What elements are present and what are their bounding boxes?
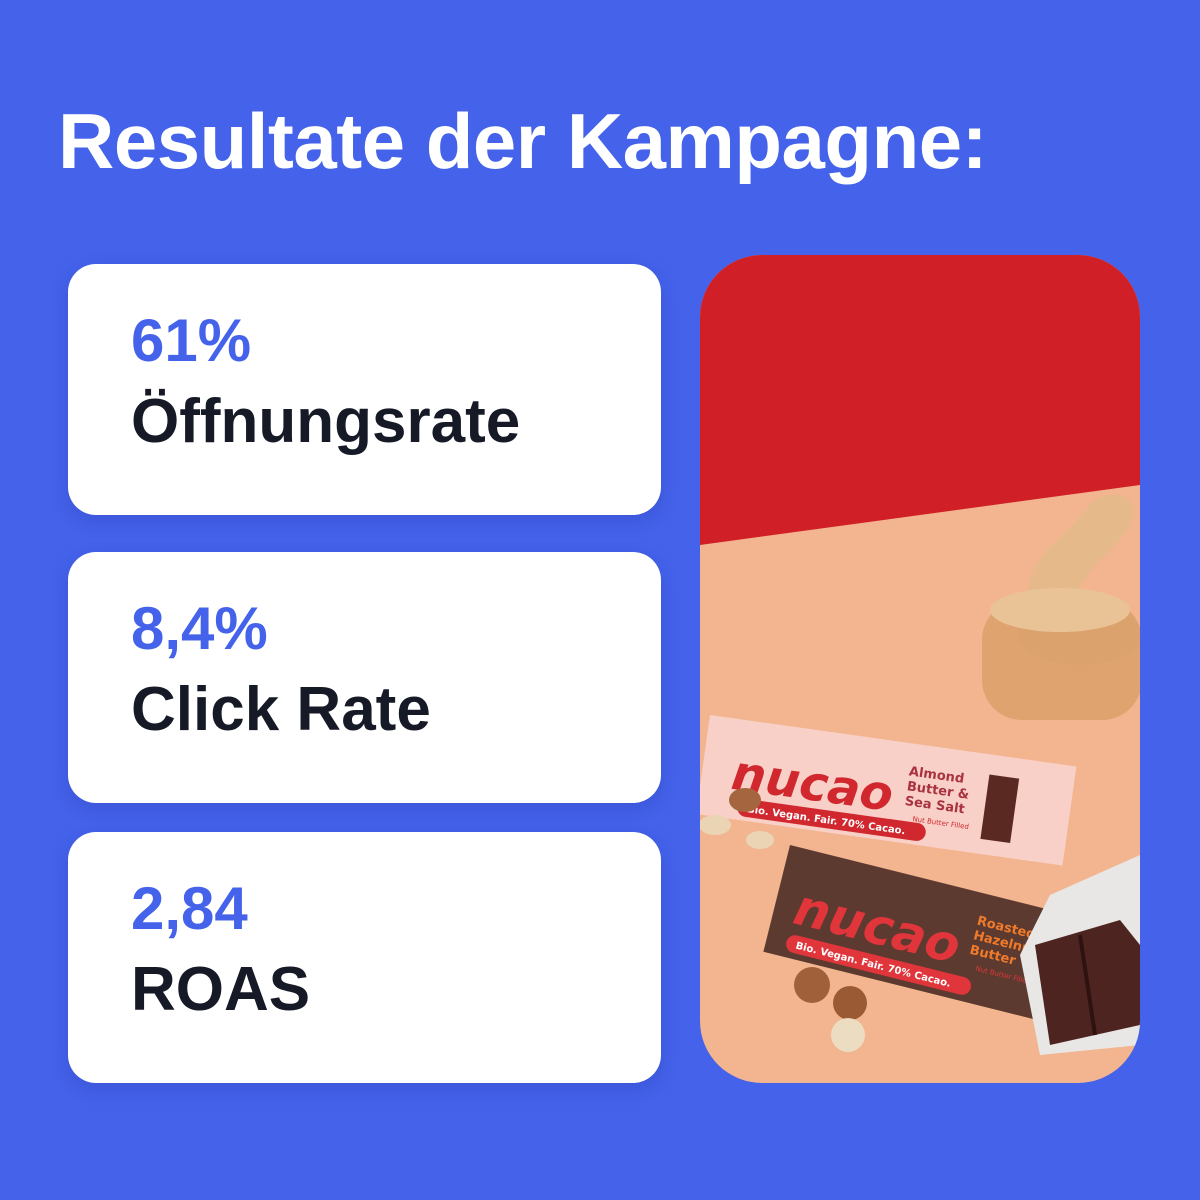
metric-card-roas: 2,84 ROAS <box>68 832 661 1083</box>
metric-label: Öffnungsrate <box>131 387 521 456</box>
metric-label: ROAS <box>131 955 311 1024</box>
metric-value: 2,84 <box>131 875 248 942</box>
metric-card-click-rate: 8,4% Click Rate <box>68 552 661 803</box>
metric-card-open-rate: 61% Öffnungsrate <box>68 264 661 515</box>
chocolate-piece-icon <box>1020 855 1140 1055</box>
hazelnut-bar-package: nucao Roasted Hazelnut Butter Nut Butter… <box>763 845 1111 1032</box>
metric-value: 61% <box>131 307 252 374</box>
product-photo: nucao Almond Butter & Sea Salt Nut Butte… <box>700 255 1140 1083</box>
metric-value: 8,4% <box>131 595 268 662</box>
almond-bar-package: nucao Almond Butter & Sea Salt Nut Butte… <box>700 715 1077 866</box>
page-title: Resultate der Kampagne: <box>58 97 988 185</box>
nut-butter-jar-icon <box>982 494 1140 720</box>
photo-red-wall <box>700 255 1140 545</box>
metric-label: Click Rate <box>131 675 431 744</box>
hazelnuts-icon <box>700 788 867 1052</box>
